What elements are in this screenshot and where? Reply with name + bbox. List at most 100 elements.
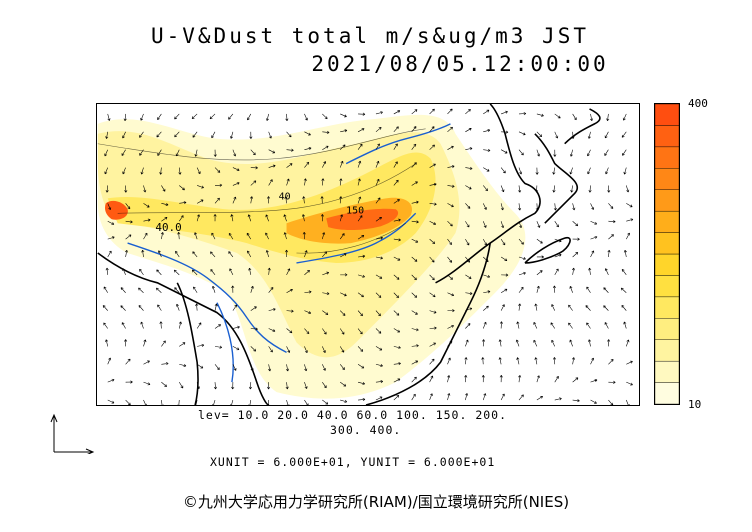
wind-arrow xyxy=(250,364,254,372)
wind-arrow xyxy=(322,113,328,120)
coastlines xyxy=(97,104,601,405)
wind-arrow xyxy=(320,196,324,204)
wind-arrow xyxy=(250,166,258,170)
wind-arrow xyxy=(285,382,289,390)
wind-arrow xyxy=(429,292,436,298)
wind-arrow xyxy=(246,232,252,240)
wind-arrow xyxy=(120,305,126,311)
wind-arrow xyxy=(107,399,115,404)
wind-arrow xyxy=(483,256,489,263)
wind-arrow xyxy=(286,399,290,405)
wind-arrow xyxy=(393,346,401,350)
wind-arrow xyxy=(447,145,454,150)
wind-arrow xyxy=(268,328,276,332)
wind-arrow xyxy=(483,290,491,294)
wind-arrow xyxy=(358,397,366,402)
wind-arrow xyxy=(105,131,109,139)
wind-arrow xyxy=(465,108,471,115)
wind-arrow xyxy=(103,322,108,329)
map-title: U-V&Dust total m/s&ug/m3 JST xyxy=(150,24,589,48)
wind-arrow xyxy=(357,292,364,298)
wind-arrow xyxy=(304,290,312,294)
wind-arrow xyxy=(228,113,234,120)
wind-arrow xyxy=(247,250,252,258)
wind-arrow xyxy=(586,322,591,329)
wind-arrow xyxy=(533,339,538,347)
wind-arrow xyxy=(265,113,269,121)
wind-arrow xyxy=(140,113,144,121)
wind-arrow xyxy=(393,292,399,299)
wind-arrow xyxy=(104,167,109,175)
wind-arrow xyxy=(268,131,272,139)
wind-arrow xyxy=(304,346,308,354)
wind-arrow xyxy=(465,339,469,347)
wind-arrow xyxy=(302,196,306,204)
wind-arrow xyxy=(465,203,471,209)
wind-arrow xyxy=(357,128,365,133)
wind-arrow xyxy=(339,178,343,186)
wind-arrow xyxy=(357,178,361,186)
wind-arrow xyxy=(304,113,308,121)
wind-arrow xyxy=(340,381,347,387)
wind-arrow xyxy=(196,364,204,369)
wind-arrow xyxy=(518,303,522,311)
wind-arrow xyxy=(322,399,329,405)
wind-arrow xyxy=(572,203,576,211)
wind-arrow xyxy=(626,232,630,240)
colorbar-segment xyxy=(655,125,679,148)
wind-arrow xyxy=(107,250,112,258)
wind-arrow xyxy=(232,167,240,172)
wind-arrow xyxy=(179,185,185,191)
wind-arrow xyxy=(393,199,400,204)
wind-arrow xyxy=(143,381,151,386)
wind-arrow xyxy=(123,113,127,122)
wind-arrow xyxy=(590,235,598,240)
wind-arrow xyxy=(339,160,344,168)
wind-arrow xyxy=(124,339,128,347)
wind-arrow xyxy=(210,269,216,276)
wind-arrow xyxy=(125,380,133,384)
wind-arrow xyxy=(465,127,472,133)
wind-arrow xyxy=(429,238,436,245)
wind-arrow xyxy=(626,360,633,365)
contour-lines xyxy=(97,128,426,254)
wind-arrow xyxy=(518,131,526,136)
wind-arrow xyxy=(603,305,609,311)
wind-arrow xyxy=(322,292,330,296)
wind-arrow xyxy=(498,357,502,365)
wind-arrow xyxy=(268,307,276,311)
wind-arrow xyxy=(429,375,434,383)
wind-arrow xyxy=(179,363,187,367)
wind-arrow xyxy=(393,161,398,168)
wind-arrow xyxy=(608,358,614,365)
wind-arrow xyxy=(250,149,256,156)
wind-arrow xyxy=(322,346,326,353)
wind-arrow xyxy=(122,167,126,175)
wind-arrow xyxy=(447,221,453,227)
wind-arrow xyxy=(177,400,181,405)
wind-arrow xyxy=(536,255,544,259)
wind-arrow xyxy=(177,232,181,240)
wind-arrow xyxy=(107,113,111,121)
wind-arrow xyxy=(375,380,384,384)
wind-arrow xyxy=(551,304,556,311)
wind-arrows xyxy=(102,108,634,405)
wind-arrow xyxy=(283,232,287,240)
wind-arrow xyxy=(536,131,543,138)
wind-arrow xyxy=(572,252,579,258)
wind-arrow xyxy=(482,393,487,401)
wind-arrow xyxy=(518,238,524,245)
wind-arrow xyxy=(211,131,216,139)
wind-arrow xyxy=(174,113,180,120)
wind-arrow xyxy=(214,345,223,349)
wind-arrow xyxy=(429,220,437,225)
wind-arrow xyxy=(285,364,289,372)
wind-arrow xyxy=(156,131,162,138)
wind-arrow xyxy=(588,267,592,275)
wind-arrow xyxy=(554,238,562,243)
wind-arrow xyxy=(447,292,455,297)
wind-arrow xyxy=(322,310,329,316)
wind-arrow xyxy=(518,185,522,193)
wind-arrow xyxy=(620,287,627,293)
wind-arrow xyxy=(518,375,522,383)
